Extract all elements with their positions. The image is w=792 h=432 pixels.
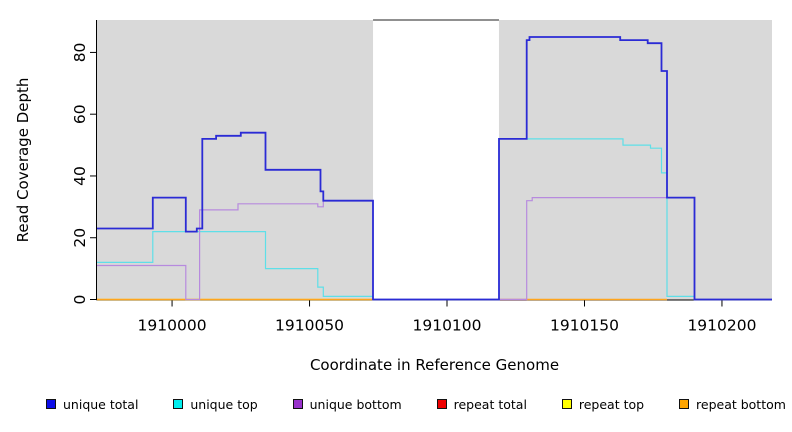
legend-item: repeat top — [561, 396, 645, 412]
y-tick-label: 20 — [71, 228, 89, 248]
legend-item-label: unique top — [190, 396, 258, 412]
x-tick-label: 1910200 — [687, 317, 756, 335]
x-tick-label: 1910100 — [412, 317, 481, 335]
legend-item: repeat bottom — [679, 397, 786, 412]
legend-swatch — [679, 399, 690, 409]
x-tick-label: 1910000 — [138, 317, 207, 335]
series-unique-total — [97, 36, 772, 301]
legend-item: unique total — [46, 397, 138, 412]
axes: 1910000 1910050 1910100 1910150 1910200 0 20 40… — [71, 20, 772, 335]
shaded-region — [498, 20, 772, 300]
legend-item: repeat total — [436, 396, 527, 412]
series-unique-bottom — [97, 197, 772, 301]
y-tick-label: 40 — [71, 166, 89, 186]
legend-swatch — [46, 399, 56, 409]
legend-swatch — [436, 399, 447, 409]
x-tick-label: 1910150 — [550, 317, 619, 335]
legend-item-label: repeat bottom — [696, 396, 786, 412]
y-tick-label: 60 — [71, 104, 89, 124]
legend-item-label: unique bottom — [309, 396, 402, 412]
legend-item: unique bottom — [292, 396, 402, 412]
x-axis-label: Coordinate in Reference Genome — [309, 356, 560, 374]
coverage-plot: 1910000 1910050 1910100 1910150 1910200 0 20 40… — [71, 19, 772, 335]
legend-swatch — [561, 399, 572, 409]
legend-swatch — [292, 399, 303, 409]
x-tick-label: 1910050 — [275, 317, 344, 335]
legend-item-label: repeat top — [578, 396, 645, 412]
legend-item-label: repeat total — [453, 396, 527, 412]
legend-item: unique top — [173, 396, 258, 412]
y-tick-label: 0 — [71, 295, 89, 305]
y-tick-label: 80 — [71, 43, 89, 63]
legend: unique total unique top unique bottom repea… — [46, 393, 786, 415]
shaded-region — [97, 20, 374, 300]
y-axis-label: Read Coverage Depth — [14, 77, 32, 243]
legend-item-label: unique total — [63, 396, 139, 412]
legend-swatch — [173, 399, 184, 409]
